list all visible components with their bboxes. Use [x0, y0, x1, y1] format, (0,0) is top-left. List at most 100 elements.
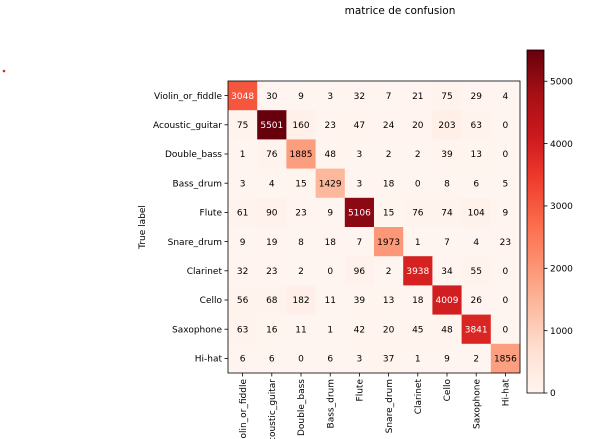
matrix-cell	[432, 81, 462, 111]
cell-value-label: 0	[503, 325, 509, 335]
matrix-cell	[228, 227, 258, 257]
matrix-cell	[315, 343, 346, 374]
matrix-cell	[403, 314, 433, 345]
matrix-cell	[228, 256, 258, 286]
y-tick-labels: Violin_or_fiddle Acoustic_guitar Double_ba…	[153, 92, 228, 365]
x-tick-label: Hi-hat	[502, 379, 512, 407]
matrix-cell	[403, 256, 433, 286]
matrix-cell	[461, 285, 492, 315]
cell-value-label: 90	[266, 209, 278, 219]
matrix-cell	[344, 81, 375, 111]
cell-value-label: 0	[503, 121, 509, 131]
matrix-cell	[315, 139, 346, 169]
cell-value-label: 63	[237, 325, 248, 335]
x-tick-label: Bass_drum	[326, 379, 336, 428]
cell-value-label: 13	[470, 150, 481, 160]
cell-value-label: 11	[295, 325, 306, 335]
cell-value-label: 16	[266, 325, 278, 335]
cell-value-label: 18	[324, 238, 336, 248]
cell-value-label: 3048	[231, 92, 254, 102]
cell-value-label: 5106	[348, 209, 371, 219]
cell-value-label: 0	[503, 296, 509, 306]
stray-dot-marker	[2, 69, 6, 73]
matrix-cell	[403, 81, 433, 111]
cell-value-label: 20	[383, 325, 395, 335]
matrix-cell	[403, 227, 433, 257]
x-tick-label: Clarinet	[414, 379, 424, 415]
matrix-cell	[257, 139, 287, 169]
matrix-cell	[286, 110, 316, 140]
cell-value-label: 63	[470, 121, 481, 131]
y-tick-label: Flute	[200, 209, 223, 219]
matrix-cell	[403, 139, 433, 169]
matrix-cell	[490, 314, 521, 345]
matrix-cell	[490, 285, 521, 315]
cell-value-label: 47	[354, 121, 365, 131]
matrix-cell	[315, 314, 346, 345]
cell-value-label: 9	[327, 209, 333, 219]
y-tick-label: Saxophone	[172, 325, 222, 335]
cell-value-label: 4	[269, 179, 275, 189]
cell-value-label: 4	[503, 92, 509, 102]
matrix-cell	[257, 81, 287, 111]
matrix-cell	[490, 139, 521, 169]
x-tick-label: Flute	[356, 379, 366, 402]
matrix-cell	[286, 168, 316, 199]
y-axis-label: True label	[138, 205, 148, 250]
cell-value-label: 1	[415, 238, 421, 248]
cell-value-label: 1856	[494, 355, 517, 365]
cell-value-label: 45	[412, 325, 423, 335]
cell-value-label: 6	[327, 355, 333, 365]
cell-value-label: 203	[438, 121, 455, 131]
cell-value-label: 6	[269, 355, 275, 365]
cell-value-label: 0	[298, 355, 304, 365]
y-tick-label: Double_bass	[165, 150, 222, 160]
cell-value-label: 26	[470, 296, 482, 306]
cell-value-label: 24	[383, 121, 395, 131]
matrix-cell	[344, 197, 375, 228]
matrix-cell	[344, 314, 375, 345]
matrix-cell	[403, 110, 433, 140]
colorbar-tick-label: 4000	[550, 140, 573, 150]
cell-value-label: 7	[357, 238, 363, 248]
cell-value-label: 2	[298, 267, 304, 277]
matrix-cell	[257, 168, 287, 199]
matrix-cell	[374, 343, 404, 374]
matrix-cell	[344, 110, 375, 140]
matrix-cell	[286, 343, 316, 374]
cell-value-label: 9	[503, 209, 509, 219]
matrix-cell	[374, 314, 404, 345]
cell-value-label: 32	[237, 267, 248, 277]
matrix-cell	[286, 314, 316, 345]
matrix-cell	[315, 110, 346, 140]
cell-value-label: 21	[412, 92, 423, 102]
cell-value-label: 39	[441, 150, 453, 160]
matrix-cell	[315, 227, 346, 257]
cell-value-label: 1	[327, 325, 333, 335]
matrix-cell	[490, 197, 521, 228]
matrix-cell	[374, 110, 404, 140]
cell-value-label: 6	[240, 355, 246, 365]
cell-value-label: 160	[292, 121, 309, 131]
cell-value-label: 3	[327, 92, 333, 102]
cell-value-label: 42	[354, 325, 365, 335]
y-tick-label: Cello	[200, 296, 223, 306]
cell-value-label: 75	[441, 92, 452, 102]
cell-value-label: 9	[240, 238, 246, 248]
x-tick-label: Cello	[443, 379, 453, 402]
matrix-cell	[228, 110, 258, 140]
x-tick-labels: Violin_or_fiddle Acoustic_guitar Double_ba…	[239, 373, 512, 439]
colorbar-ticks: 0 1000 2000 3000 4000 5000	[544, 77, 573, 399]
cell-value-label: 48	[324, 150, 336, 160]
matrix-cell	[374, 139, 404, 169]
cell-value-label: 19	[266, 238, 278, 248]
matrix-cell	[315, 81, 346, 111]
matrix-cell	[257, 197, 287, 228]
matrix-cell	[315, 256, 346, 286]
cell-value-label: 96	[354, 267, 366, 277]
matrix-cell	[228, 197, 258, 228]
cell-value-label: 18	[383, 179, 395, 189]
y-tick-label: Clarinet	[187, 267, 223, 277]
matrix-cell	[257, 227, 287, 257]
matrix-cell	[461, 81, 492, 111]
